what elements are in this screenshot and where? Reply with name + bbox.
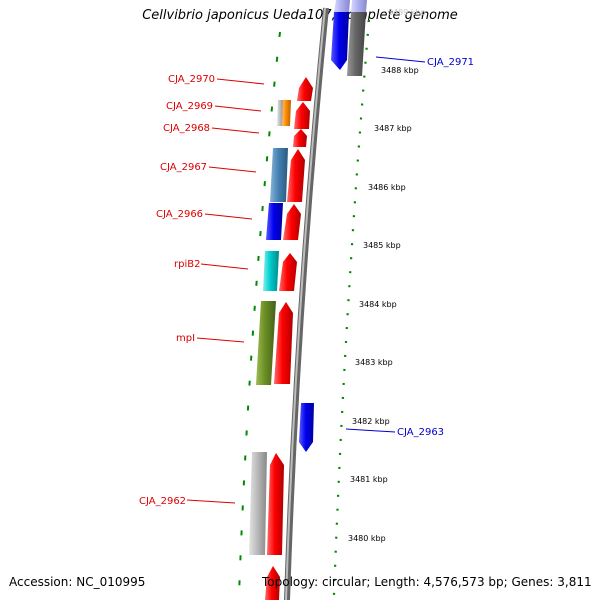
genome-summary-text: Topology: circular; Length: 4,576,573 bp… (262, 575, 592, 589)
gene-rpib2[interactable] (263, 251, 279, 291)
scale-label: 3481 kbp (350, 475, 388, 484)
svg-text:CJA_2969: CJA_2969 (166, 101, 213, 112)
label-cja2966[interactable]: CJA_2966 (156, 209, 253, 220)
backbone-arc (284, 7, 329, 600)
scale-label: 3484 kbp (359, 300, 397, 309)
label-cja2967[interactable]: CJA_2967 (160, 162, 257, 173)
svg-text:CJA_2967: CJA_2967 (160, 162, 207, 173)
label-rpib2[interactable]: rpiB2 (174, 259, 249, 270)
svg-text:CJA_2966: CJA_2966 (156, 209, 203, 220)
label-mpi[interactable]: mpI (176, 333, 245, 344)
svg-text:CJA_2968: CJA_2968 (163, 123, 210, 134)
gene-cja2966-fwd[interactable] (283, 204, 301, 240)
label-cja2963[interactable]: CJA_2963 (345, 427, 444, 438)
gene-mpi-fwd[interactable] (274, 302, 293, 384)
map-title: Cellvibrio japonicus Ueda107, complete g… (142, 8, 458, 23)
gene-cja2970[interactable] (297, 77, 313, 101)
gene-cja2962[interactable] (267, 453, 284, 555)
gene-cja2967-fwd[interactable] (287, 149, 305, 202)
scale-labels: 3489 kbp 3488 kbp 3487 kbp 3486 kbp 3485… (348, 8, 426, 543)
label-cja2962[interactable]: CJA_2962 (139, 496, 236, 507)
gene-cja2962-gray[interactable] (249, 452, 267, 555)
gene-cja2971-gray[interactable] (331, 12, 349, 70)
gene-rpib2-fwd[interactable] (279, 253, 297, 291)
gene-cja2968[interactable] (293, 129, 307, 147)
gene-cja2963[interactable] (299, 403, 314, 452)
scale-label: 3487 kbp (374, 124, 412, 133)
svg-text:CJA_2971: CJA_2971 (427, 57, 474, 68)
gene-mpi[interactable] (256, 301, 276, 385)
svg-text:CJA_2963: CJA_2963 (397, 427, 444, 438)
label-cja2971[interactable]: CJA_2971 (375, 56, 474, 68)
gene-cja2971[interactable] (347, 12, 366, 76)
scale-label: 3485 kbp (363, 241, 401, 250)
scale-label: 3483 kbp (355, 358, 393, 367)
gene-top-lavender-2[interactable] (351, 0, 367, 12)
scale-label: 3482 kbp (352, 417, 390, 426)
label-cja2968[interactable]: CJA_2968 (163, 123, 260, 134)
gene-cja2969[interactable] (294, 102, 310, 129)
gene-cja2967[interactable] (270, 148, 288, 202)
scale-label: 3489 kbp (388, 8, 426, 17)
svg-text:mpI: mpI (176, 333, 195, 344)
svg-text:CJA_2962: CJA_2962 (139, 496, 186, 507)
label-cja2969[interactable]: CJA_2969 (166, 101, 262, 112)
label-cja2970[interactable]: CJA_2970 (168, 74, 265, 85)
gene-cja2969-orange[interactable] (282, 100, 291, 126)
accession-text: Accession: NC_010995 (9, 575, 146, 589)
scale-label: 3488 kbp (381, 66, 419, 75)
scale-label: 3480 kbp (348, 534, 386, 543)
scale-label: 3486 kbp (368, 183, 406, 192)
gene-bottom-fwd[interactable] (265, 566, 280, 600)
svg-text:CJA_2970: CJA_2970 (168, 74, 215, 85)
gene-cja2966[interactable] (266, 203, 283, 240)
gene-top-lavender[interactable] (334, 0, 350, 12)
svg-text:rpiB2: rpiB2 (174, 259, 200, 270)
outer-dotted-arc (238, 31, 281, 596)
